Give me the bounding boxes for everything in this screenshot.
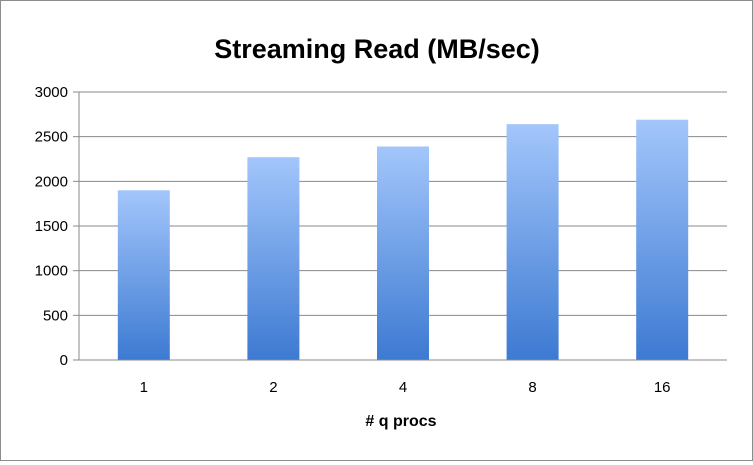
x-axis-label: # q procs: [365, 413, 436, 430]
x-tick-label: 4: [399, 379, 407, 396]
x-tick-label: 16: [654, 379, 671, 396]
x-tick-label: 8: [528, 379, 536, 396]
bar: [506, 124, 559, 360]
y-tick-label: 3000: [35, 84, 68, 101]
bar: [636, 119, 689, 361]
x-tick-label: 1: [140, 379, 148, 396]
x-tick-labels: 1 2 4 8 16: [140, 379, 671, 396]
y-tick-label: 500: [43, 307, 68, 324]
bar: [377, 146, 429, 360]
bars: [117, 119, 689, 361]
y-tick-labels: 0 500 1000 1500 2000 2500 3000: [35, 84, 68, 369]
y-tick-label: 2500: [35, 129, 68, 146]
y-tick-label: 1500: [35, 218, 68, 235]
axes: [78, 92, 727, 361]
bar: [117, 190, 170, 360]
x-tick-label: 2: [269, 379, 277, 396]
y-tick-label: 1000: [35, 263, 68, 280]
bar: [247, 157, 300, 360]
y-tick-label: 0: [60, 352, 68, 369]
chart-title: Streaming Read (MB/sec): [214, 34, 540, 64]
y-tick-label: 2000: [35, 173, 68, 190]
